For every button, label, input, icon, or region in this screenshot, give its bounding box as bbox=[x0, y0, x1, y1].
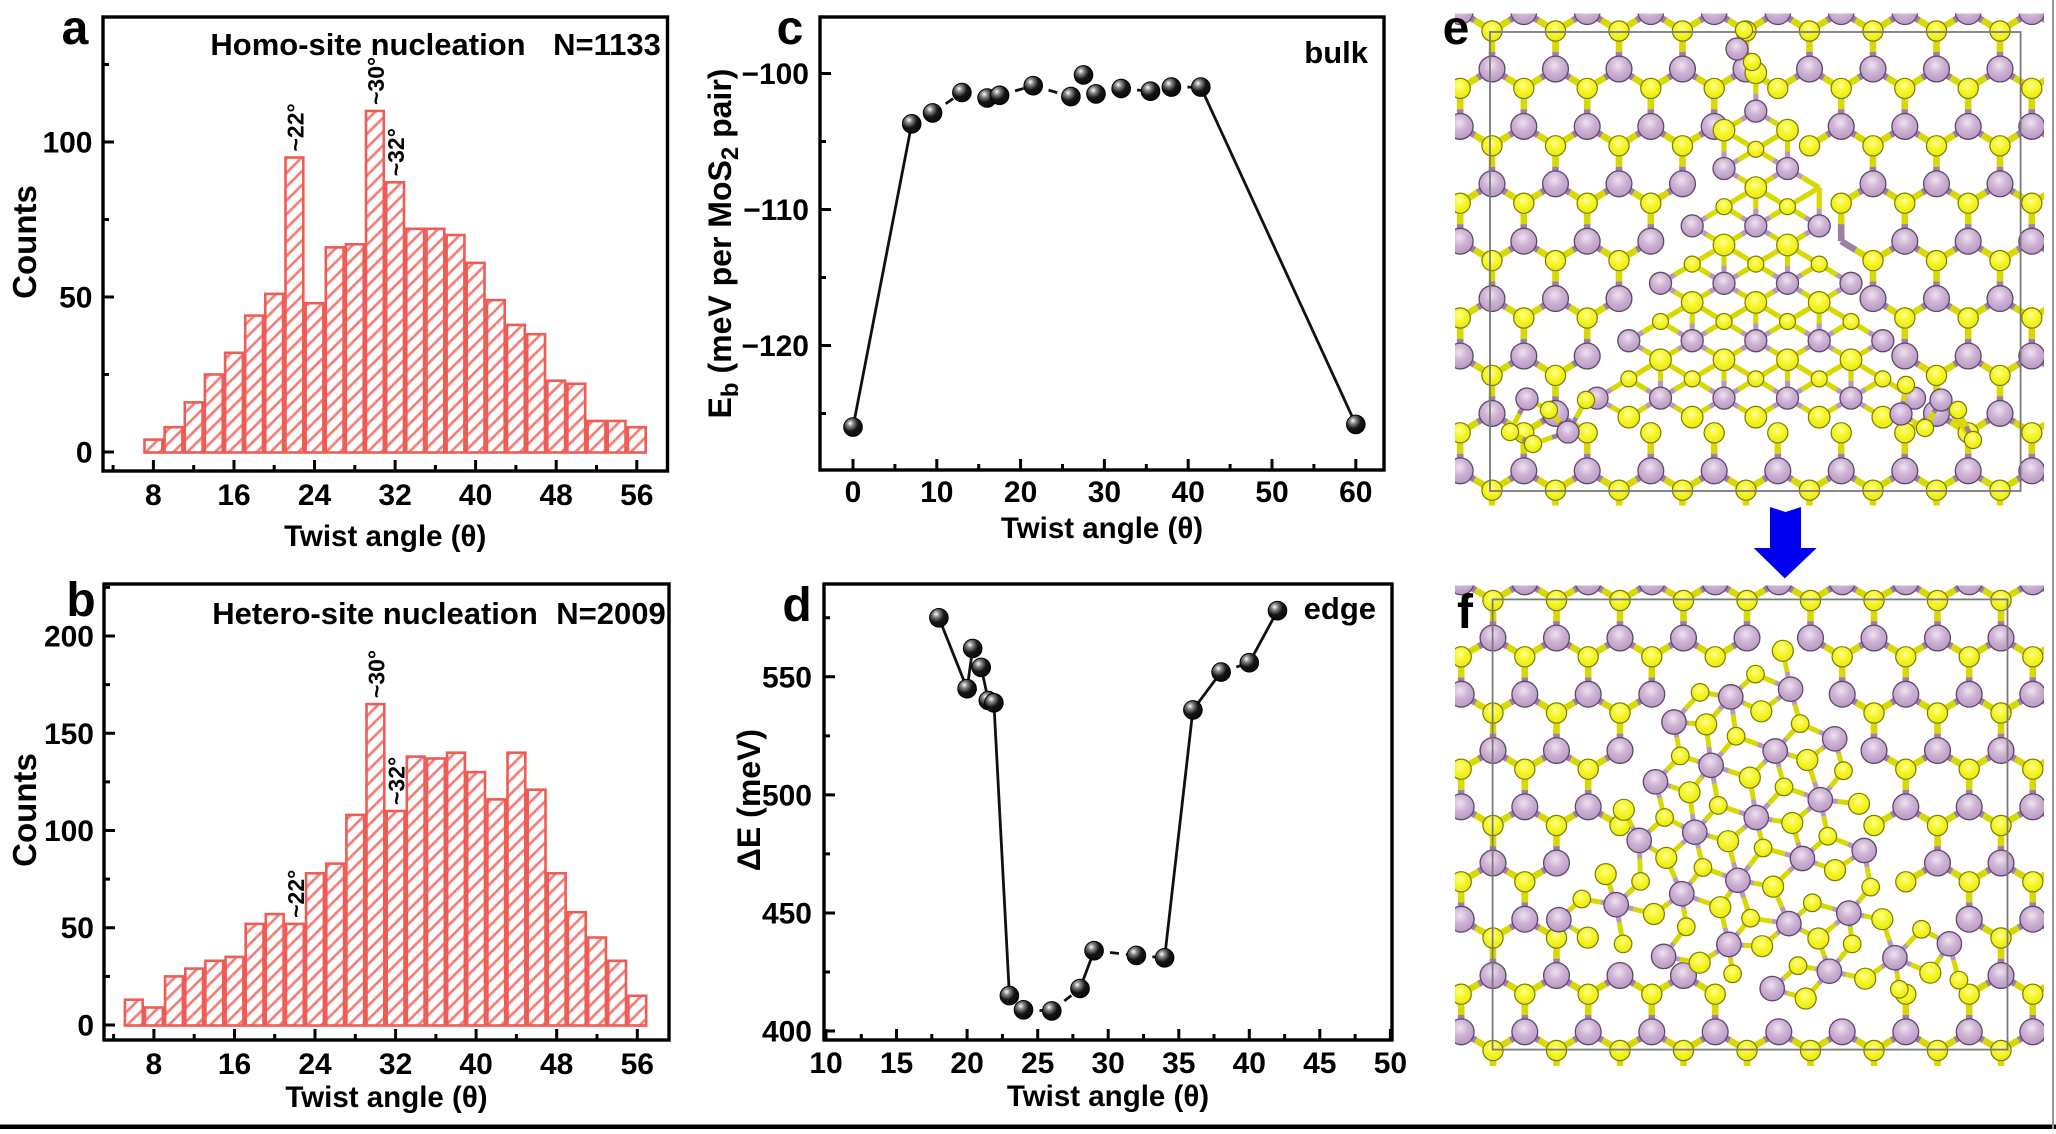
svg-text:15: 15 bbox=[880, 1047, 913, 1080]
svg-text:25: 25 bbox=[1021, 1047, 1054, 1080]
svg-text:Eb (meV per MoS2 pair): Eb (meV per MoS2 pair) bbox=[702, 69, 744, 419]
svg-text:~30°: ~30° bbox=[363, 57, 389, 105]
svg-text:~32°: ~32° bbox=[384, 757, 410, 805]
svg-text:N=1133: N=1133 bbox=[553, 27, 661, 62]
svg-text:16: 16 bbox=[217, 479, 250, 512]
svg-text:Counts: Counts bbox=[6, 185, 43, 299]
svg-text:Twist angle (θ): Twist angle (θ) bbox=[284, 520, 486, 553]
svg-text:edge: edge bbox=[1304, 591, 1376, 626]
svg-text:35: 35 bbox=[1162, 1047, 1195, 1080]
svg-text:50: 50 bbox=[1374, 1047, 1407, 1080]
svg-text:Twist angle (θ): Twist angle (θ) bbox=[1001, 512, 1203, 545]
svg-text:d: d bbox=[782, 579, 811, 632]
svg-text:100: 100 bbox=[42, 127, 92, 160]
svg-text:Hetero-site nucleation: Hetero-site nucleation bbox=[212, 596, 538, 631]
svg-text:50: 50 bbox=[61, 912, 94, 945]
svg-text:48: 48 bbox=[540, 1048, 573, 1081]
svg-text:~30°: ~30° bbox=[363, 650, 389, 698]
svg-text:32: 32 bbox=[379, 1048, 412, 1081]
svg-text:0: 0 bbox=[77, 1010, 94, 1043]
svg-text:~32°: ~32° bbox=[383, 128, 409, 176]
svg-text:45: 45 bbox=[1303, 1047, 1336, 1080]
svg-text:e: e bbox=[1443, 2, 1470, 55]
svg-text:bulk: bulk bbox=[1304, 35, 1368, 70]
svg-text:16: 16 bbox=[218, 1048, 251, 1081]
svg-text:40: 40 bbox=[1233, 1047, 1266, 1080]
svg-text:20: 20 bbox=[950, 1047, 983, 1080]
svg-text:0: 0 bbox=[76, 437, 93, 470]
svg-text:48: 48 bbox=[540, 479, 573, 512]
svg-text:a: a bbox=[62, 2, 89, 55]
svg-text:Homo-site nucleation: Homo-site nucleation bbox=[210, 27, 525, 62]
svg-text:30: 30 bbox=[1088, 476, 1121, 509]
svg-text:40: 40 bbox=[459, 1048, 492, 1081]
svg-text:10: 10 bbox=[920, 476, 953, 509]
svg-text:50: 50 bbox=[59, 282, 92, 315]
svg-text:c: c bbox=[777, 2, 804, 55]
svg-text:Twist angle (θ): Twist angle (θ) bbox=[285, 1081, 487, 1114]
svg-text:32: 32 bbox=[378, 479, 411, 512]
svg-text:b: b bbox=[66, 574, 95, 627]
svg-text:−100: −100 bbox=[741, 58, 809, 91]
svg-text:N=2009: N=2009 bbox=[556, 596, 665, 631]
svg-text:8: 8 bbox=[145, 479, 162, 512]
svg-text:40: 40 bbox=[459, 479, 492, 512]
svg-text:24: 24 bbox=[298, 1048, 332, 1081]
svg-text:56: 56 bbox=[621, 1048, 654, 1081]
svg-text:Counts: Counts bbox=[6, 753, 43, 867]
svg-text:30: 30 bbox=[1092, 1047, 1125, 1080]
svg-text:40: 40 bbox=[1172, 476, 1205, 509]
svg-text:0: 0 bbox=[845, 476, 862, 509]
svg-text:~22°: ~22° bbox=[283, 870, 309, 918]
svg-text:500: 500 bbox=[762, 779, 812, 812]
svg-text:10: 10 bbox=[809, 1047, 842, 1080]
svg-text:−120: −120 bbox=[741, 330, 809, 363]
svg-text:150: 150 bbox=[44, 718, 94, 751]
svg-text:50: 50 bbox=[1255, 476, 1288, 509]
svg-text:~22°: ~22° bbox=[282, 103, 308, 151]
svg-text:−110: −110 bbox=[743, 194, 809, 227]
svg-text:ΔE (meV): ΔE (meV) bbox=[731, 729, 767, 871]
svg-text:f: f bbox=[1457, 586, 1474, 639]
svg-text:550: 550 bbox=[762, 661, 812, 694]
svg-text:Twist angle (θ): Twist angle (θ) bbox=[1007, 1080, 1209, 1113]
svg-text:60: 60 bbox=[1339, 476, 1372, 509]
svg-text:24: 24 bbox=[298, 479, 332, 512]
svg-text:400: 400 bbox=[762, 1016, 812, 1049]
svg-text:56: 56 bbox=[620, 479, 653, 512]
svg-text:450: 450 bbox=[762, 898, 812, 931]
svg-text:100: 100 bbox=[44, 815, 94, 848]
svg-text:200: 200 bbox=[44, 621, 94, 654]
svg-text:8: 8 bbox=[146, 1048, 163, 1081]
svg-text:20: 20 bbox=[1004, 476, 1037, 509]
